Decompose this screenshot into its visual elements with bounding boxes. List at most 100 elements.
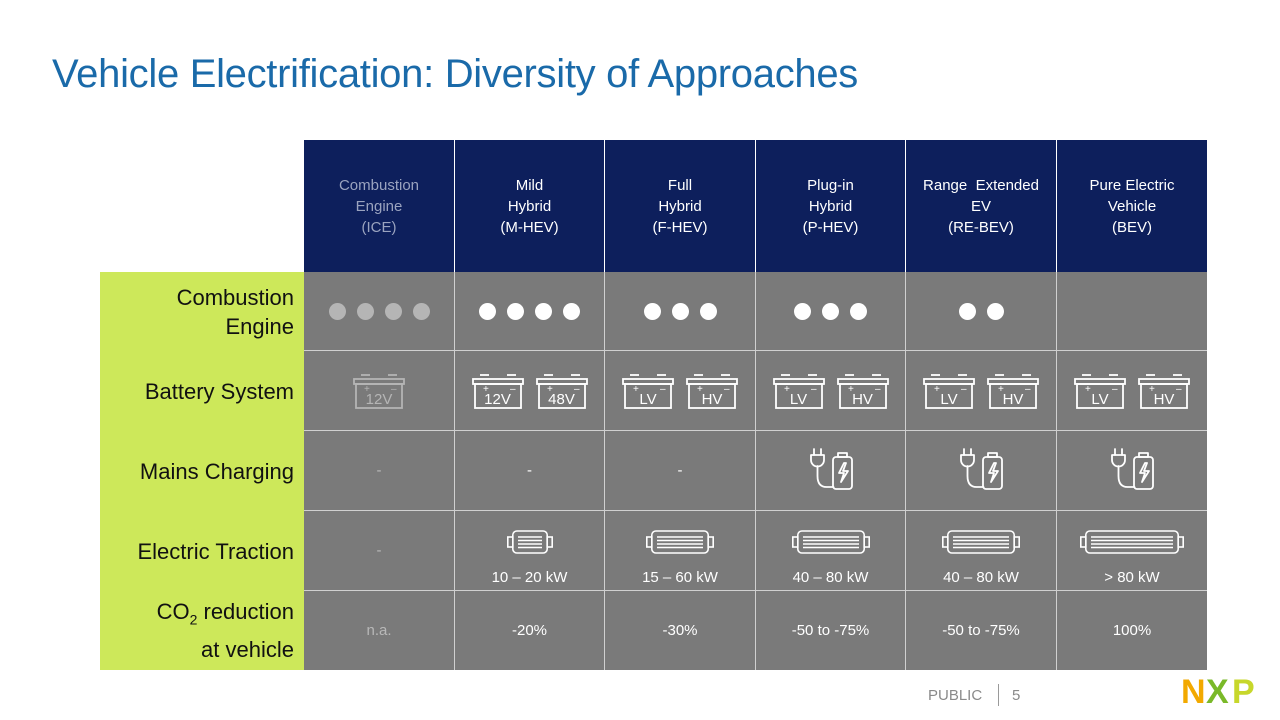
- column-header-fhev: Full Hybrid (F-HEV): [605, 140, 756, 272]
- battery-icon: + – LV: [772, 372, 825, 410]
- engine-dot: [479, 302, 496, 320]
- engine-dot: [794, 302, 811, 320]
- row-label-line: Mains Charging: [139, 458, 294, 484]
- cell-combustion-engine: [455, 272, 605, 351]
- cell-combustion-engine: [906, 272, 1057, 351]
- mains-charging-value: -: [376, 462, 382, 479]
- cell-electric-traction: 15 – 60 kW: [605, 511, 756, 591]
- cell-combustion-engine: [304, 272, 455, 351]
- nxp-logo: N X P: [1181, 673, 1255, 708]
- svg-text:–: –: [1176, 384, 1182, 395]
- traction-power-value: 10 – 20 kW: [491, 569, 568, 586]
- svg-text:–: –: [510, 384, 516, 395]
- engine-dot: [328, 302, 346, 320]
- engine-dot: [822, 302, 839, 320]
- engine-dot: [412, 302, 430, 320]
- engine-dot: [384, 302, 402, 320]
- cell-electric-traction: 40 – 80 kW: [906, 511, 1057, 591]
- traction-power-value: > 80 kW: [1104, 569, 1160, 586]
- classification-label: PUBLIC: [928, 687, 983, 704]
- motor-icon: [1080, 530, 1184, 554]
- header-line: (F-HEV): [652, 218, 708, 236]
- engine-dots: [958, 302, 1004, 320]
- electric-traction-value: -: [376, 542, 382, 559]
- header-line: Range Extended: [923, 176, 1039, 194]
- mains-charging-value: -: [677, 462, 683, 479]
- column-header-rebev: Range Extended EV (RE-BEV): [906, 140, 1057, 272]
- cell-battery-system: + – LV + – HV: [906, 351, 1057, 431]
- engine-dot: [507, 302, 524, 320]
- svg-text:+: +: [1149, 384, 1155, 395]
- svg-text:+: +: [998, 384, 1004, 395]
- row-label-electric-traction: Electric Traction: [138, 511, 295, 591]
- header-line: Mild: [515, 176, 544, 194]
- battery-icon: + – LV: [1074, 372, 1126, 410]
- column-header-phev: Plug-in Hybrid (P-HEV): [756, 140, 906, 272]
- svg-text:+: +: [547, 384, 553, 395]
- battery-icon: + – LV: [923, 372, 975, 410]
- header-line: EV: [970, 197, 991, 215]
- header-line: Hybrid: [507, 197, 552, 215]
- svg-text:+: +: [697, 384, 703, 395]
- svg-text:–: –: [724, 384, 730, 395]
- battery-voltage-label: 48V: [548, 390, 575, 408]
- battery-group: + – LV + – HV: [1074, 372, 1190, 410]
- cell-battery-system: + – LV + – HV: [1057, 351, 1207, 431]
- header-line: Combustion: [338, 176, 420, 194]
- header-line: (BEV): [1111, 218, 1152, 236]
- engine-dot: [671, 302, 689, 320]
- column-header-mhev: Mild Hybrid (M-HEV): [455, 140, 605, 272]
- page-number: 5: [1012, 687, 1021, 704]
- header-line: Hybrid: [658, 197, 702, 215]
- header-line: (ICE): [361, 218, 397, 236]
- cell-electric-traction: > 80 kW: [1057, 511, 1207, 591]
- battery-icon: + – HV: [686, 372, 738, 410]
- svg-text:+: +: [483, 384, 489, 395]
- co2-text: reduction: [197, 599, 294, 625]
- co2-reduction-value: 100%: [1112, 622, 1152, 639]
- traction-power-value: 40 – 80 kW: [943, 569, 1019, 586]
- cell-mains-charging: -: [455, 431, 605, 511]
- co2-reduction-value: -20%: [511, 622, 548, 639]
- cell-mains-charging: -: [605, 431, 756, 511]
- battery-group: + –12V: [353, 372, 405, 410]
- engine-dots: [328, 302, 430, 320]
- footer-divider: [998, 684, 999, 706]
- engine-dot: [850, 302, 867, 320]
- engine-dot: [563, 302, 580, 320]
- cell-mains-charging: [906, 431, 1057, 511]
- battery-voltage-label: HV: [1153, 390, 1175, 408]
- svg-text:–: –: [391, 384, 397, 395]
- cell-electric-traction: -: [304, 511, 455, 591]
- motor-icon-wrap: [646, 529, 715, 559]
- cell-battery-system: + –12V + –48V: [455, 351, 605, 431]
- motor-icon: [942, 530, 1020, 554]
- cell-co2-reduction: n.a.: [304, 591, 455, 670]
- battery-voltage-label: LV: [940, 390, 958, 408]
- battery-icon: + –12V: [471, 372, 524, 410]
- charging-icon-wrap: [958, 446, 1004, 496]
- plug-charging-icon: [1111, 447, 1154, 490]
- battery-icon: + –48V: [535, 372, 588, 410]
- row-label-co2-reduction: CO2 reduction at vehicle: [157, 591, 294, 670]
- co2-reduction-value: -30%: [662, 622, 698, 639]
- cell-combustion-engine: [1057, 272, 1207, 351]
- header-line: (P-HEV): [802, 218, 859, 236]
- engine-dot: [986, 302, 1004, 320]
- cell-electric-traction: 40 – 80 kW: [756, 511, 906, 591]
- battery-icon: + – HV: [836, 372, 889, 410]
- cell-battery-system: + –12V: [304, 351, 455, 431]
- battery-group: + – LV + – HV: [622, 372, 738, 410]
- battery-icon: + – LV: [622, 372, 674, 410]
- cell-mains-charging: [1057, 431, 1207, 511]
- row-label-combustion-engine: Combustion Engine: [177, 272, 294, 351]
- svg-text:+: +: [784, 384, 790, 395]
- page-title: Vehicle Electrification: Diversity of Ap…: [52, 52, 858, 96]
- motor-icon: [646, 530, 715, 554]
- battery-voltage-label: HV: [852, 390, 873, 408]
- battery-voltage-label: HV: [701, 390, 723, 408]
- battery-group: + – LV + – HV: [923, 372, 1039, 410]
- co2-text: CO: [156, 599, 190, 625]
- header-line: Pure Electric: [1089, 176, 1175, 194]
- motor-icon-wrap: [791, 529, 870, 559]
